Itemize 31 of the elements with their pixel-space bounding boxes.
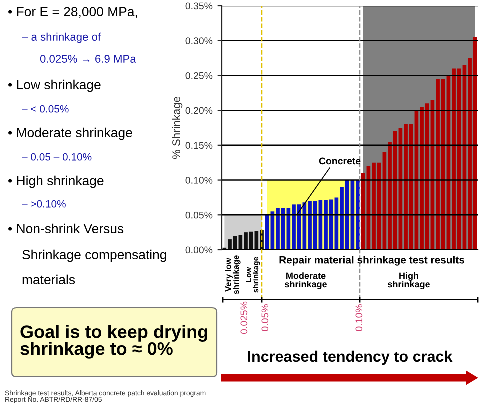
text: • High shrinkage <box>8 176 104 188</box>
y-tick-label: 0.00% <box>186 246 213 254</box>
text: 0.05% <box>262 304 269 332</box>
text: – a shrinkage of <box>22 32 102 44</box>
text: – < 0.05% <box>22 105 69 113</box>
text: 0.10% <box>356 304 363 332</box>
text: Very low shrinkage <box>225 256 241 294</box>
text: • Non-shrink Versus <box>8 224 124 234</box>
y-tick-label: 0.20% <box>186 107 213 114</box>
text: Repair material shrinkage test results <box>280 256 464 266</box>
text: High shrinkage <box>388 272 430 290</box>
text: Goal is to keep drying shrinkage to ≈ 0% <box>20 325 208 359</box>
text: • Moderate shrinkage <box>8 128 132 140</box>
text: • For E = 28,000 MPa, <box>8 7 138 18</box>
text: Moderate shrinkage <box>284 272 328 290</box>
text: • Low shrinkage <box>8 80 101 92</box>
text: – 0.05 – 0.10% <box>22 153 92 161</box>
y-tick-label: 0.10% <box>186 177 213 184</box>
text: Increased tendency to crack <box>248 350 453 366</box>
text: 0.025% → 6.9 MPa <box>40 55 136 63</box>
text: – >0.10% <box>22 200 66 208</box>
annotation: Concrete <box>319 158 361 165</box>
y-tick-label: 0.25% <box>186 72 213 80</box>
text: materials <box>22 274 76 285</box>
y-tick-label: 0.35% <box>186 2 213 10</box>
text: Shrinkage compensating <box>22 250 166 262</box>
y-tick-label: 0.05% <box>186 212 213 219</box>
text: 0.025% <box>240 302 248 334</box>
y-tick-label: 0.30% <box>186 38 213 44</box>
y-tick-label: 0.15% <box>186 142 213 150</box>
y-axis-title: % Shrinkage <box>172 96 183 160</box>
